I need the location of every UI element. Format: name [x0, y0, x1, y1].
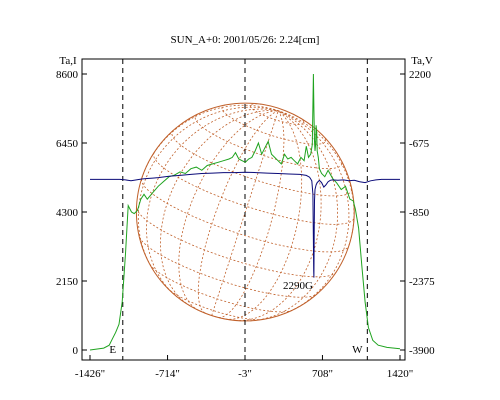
series-line-polarization: [90, 171, 400, 278]
right-axis-label: Ta,V: [411, 55, 433, 67]
longitude-line: [178, 110, 279, 311]
right-tick-label: -2375: [409, 276, 435, 288]
left-tick-label: 4300: [56, 207, 79, 219]
latitude-line: [136, 207, 336, 278]
longitude-line: [278, 110, 350, 314]
longitude-line: [197, 110, 279, 314]
longitude-line: [160, 109, 279, 307]
x-tick-label: 1420": [387, 368, 414, 380]
x-tick-label: -1426": [75, 368, 105, 380]
annotations: 2290G: [283, 280, 313, 292]
x-tick-label: -3": [238, 368, 252, 380]
latitude-line: [141, 179, 349, 253]
marker-label: W: [352, 344, 363, 356]
marker-label: E: [109, 344, 116, 356]
x-tick-label: -714": [155, 368, 180, 380]
axes-ticks: 8600 6450 4300 2150 0 2200 -675 -850 -2375 -3900 -…: [56, 69, 435, 380]
longitude-line: [137, 106, 279, 270]
left-axis-label: Ta,I: [59, 55, 77, 67]
right-tick-label: -675: [409, 138, 430, 150]
latitude-line: [153, 152, 355, 225]
longitude-line: [225, 110, 303, 320]
longitude-line: [141, 104, 279, 179]
chart-title: SUN_A+0: 2001/05/26: 2.24[cm]: [171, 34, 320, 46]
longitude-line: [218, 110, 285, 318]
left-tick-label: 2150: [56, 276, 79, 288]
longitude-line: [278, 110, 355, 246]
right-tick-label: 2200: [409, 69, 432, 81]
longitude-line: [235, 110, 322, 322]
plot-frame: [81, 58, 406, 361]
latitude-line: [171, 130, 353, 197]
right-tick-label: -850: [409, 207, 430, 219]
left-tick-label: 0: [73, 345, 79, 357]
longitude-line: [211, 110, 279, 316]
longitude-line: [146, 108, 279, 298]
flux-annotation: 2290G: [283, 280, 313, 292]
left-tick-label: 8600: [56, 69, 79, 81]
series-line-intensity: [89, 73, 401, 351]
right-tick-label: -3900: [409, 345, 435, 357]
left-tick-label: 6450: [56, 138, 79, 150]
x-tick-label: 708": [312, 368, 333, 380]
series-group: [89, 73, 401, 351]
